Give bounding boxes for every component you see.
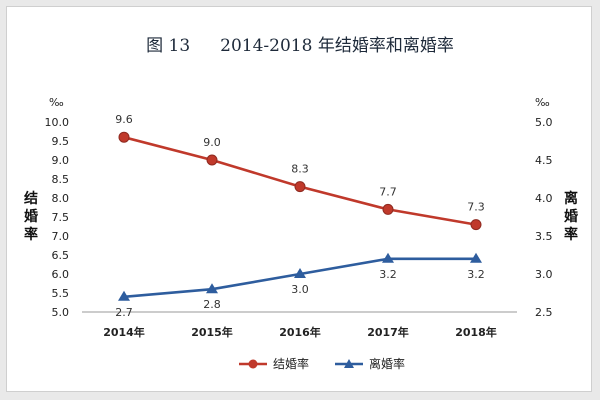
left-tick-label: 9.0 <box>52 154 70 167</box>
data-point <box>206 283 218 294</box>
x-tick-label: 2015年 <box>191 325 233 339</box>
legend-item-divorce-rate: 离婚率 <box>335 356 405 371</box>
left-tick-label: 8.5 <box>52 173 70 186</box>
series-layer: 9.6 9.0 8.3 7.7 7.3 2.7 2.8 3.0 3.2 3.2 <box>115 113 485 319</box>
data-label: 9.6 <box>115 113 133 126</box>
data-label: 7.7 <box>379 185 397 198</box>
right-tick-label: 3.0 <box>535 268 553 281</box>
left-axis-ticks: 10.0 9.5 9.0 8.5 8.0 7.5 7.0 6.5 6.0 5.5 5.0 <box>45 116 70 319</box>
left-tick-label: 8.0 <box>52 192 70 205</box>
chart-title: 图 13 2014-2018 年结婚率和离婚率 <box>7 31 593 56</box>
data-point <box>118 290 130 301</box>
legend: 结婚率 离婚率 <box>239 356 405 371</box>
x-tick-label: 2016年 <box>279 325 321 339</box>
x-tick-label: 2018年 <box>455 325 497 339</box>
left-tick-label: 6.0 <box>52 268 70 281</box>
chart-frame: 图 13 2014-2018 年结婚率和离婚率 ‰ ‰ 结婚率 离婚率 10.0 9… <box>6 6 592 392</box>
data-label: 2.7 <box>115 306 133 319</box>
data-label: 3.2 <box>467 268 485 281</box>
left-tick-label: 7.5 <box>52 211 70 224</box>
right-axis-ticks: 5.0 4.5 4.0 3.5 3.0 2.5 <box>535 116 553 319</box>
left-tick-label: 10.0 <box>45 116 70 129</box>
x-tick-label: 2014年 <box>103 325 145 339</box>
line-chart: ‰ ‰ 结婚率 离婚率 10.0 9.5 9.0 8.5 8.0 7.5 7.0 6.5 6.0… <box>24 96 578 371</box>
figure-number: 图 13 <box>146 36 191 56</box>
right-axis-unit: ‰ <box>535 96 550 109</box>
divorce-rate-series: 2.7 2.8 3.0 3.2 3.2 <box>115 252 485 319</box>
data-label: 8.3 <box>291 163 309 176</box>
data-point <box>470 252 482 263</box>
data-point <box>206 154 218 166</box>
left-tick-label: 5.0 <box>52 306 70 319</box>
data-point <box>470 219 482 231</box>
legend-label: 离婚率 <box>369 356 405 371</box>
legend-marker <box>344 359 354 368</box>
data-label: 3.2 <box>379 268 397 281</box>
legend-marker <box>248 359 258 369</box>
data-label: 2.8 <box>203 298 221 311</box>
legend-item-marriage-rate: 结婚率 <box>239 356 309 371</box>
figure-title: 2014-2018 年结婚率和离婚率 <box>220 36 454 56</box>
right-tick-label: 2.5 <box>535 306 553 319</box>
data-point <box>294 268 306 278</box>
left-tick-label: 6.5 <box>52 249 70 262</box>
right-axis-label: 离婚率 <box>564 190 578 243</box>
x-tick-label: 2017年 <box>367 325 409 339</box>
legend-label: 结婚率 <box>273 356 309 371</box>
right-tick-label: 5.0 <box>535 116 553 129</box>
right-tick-label: 4.0 <box>535 192 553 205</box>
x-axis-ticks: 2014年 2015年 2016年 2017年 2018年 <box>103 325 497 339</box>
data-label: 3.0 <box>291 283 309 296</box>
left-tick-label: 9.5 <box>52 135 70 148</box>
data-point <box>294 181 306 193</box>
left-axis-unit: ‰ <box>49 96 64 109</box>
series-line <box>123 135 477 226</box>
data-point <box>382 203 394 215</box>
right-tick-label: 3.5 <box>535 230 553 243</box>
data-label: 7.3 <box>467 201 485 214</box>
marriage-rate-series: 9.6 9.0 8.3 7.7 7.3 <box>115 113 485 231</box>
left-axis-label: 结婚率 <box>24 190 38 243</box>
left-tick-label: 5.5 <box>52 287 70 300</box>
data-label: 9.0 <box>203 136 221 149</box>
left-tick-label: 7.0 <box>52 230 70 243</box>
data-point <box>382 252 394 263</box>
right-tick-label: 4.5 <box>535 154 553 167</box>
data-point <box>118 131 130 143</box>
